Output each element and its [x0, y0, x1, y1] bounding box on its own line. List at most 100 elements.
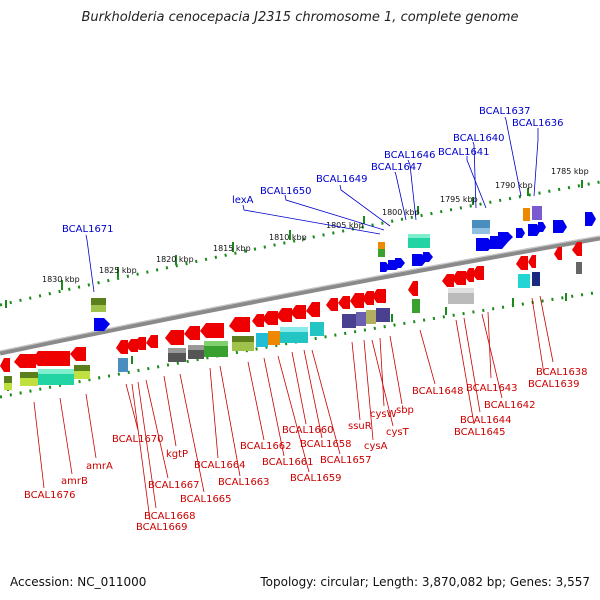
- gene-label-reverse: BCAL1644: [460, 415, 512, 426]
- gene-label-forward: BCAL1636: [512, 118, 564, 129]
- kbp-scale-labels: 1785 kbp 1790 kbp 1795 kbp 1800 kbp 1805…: [42, 167, 589, 284]
- gene-arrow-reverse: [326, 298, 338, 311]
- gene-label-reverse: kgtP: [166, 449, 188, 460]
- gene-arrow-reverse: [554, 247, 562, 260]
- forward-feature-boxes: [91, 206, 542, 312]
- forward-labels: BCAL1637 BCAL1636 BCAL1640 BCAL1641 BCAL…: [62, 106, 564, 235]
- gene-label-forward: BCAL1649: [316, 174, 368, 185]
- gene-label-reverse: BCAL1669: [136, 522, 188, 533]
- kbp-label: 1805 kbp: [326, 221, 364, 230]
- gene-arrow-reverse: [572, 242, 582, 256]
- gene-label-reverse: BCAL1664: [194, 460, 246, 471]
- gene-label-reverse: amrB: [61, 476, 88, 487]
- gene-arrow-reverse: [165, 330, 184, 345]
- gene-label-reverse: amrA: [86, 461, 113, 472]
- gene-arrow-forward: [585, 212, 596, 226]
- kbp-label: 1785 kbp: [551, 167, 589, 176]
- gene-label-reverse: cysT: [386, 427, 410, 438]
- chromosome-backbone: [0, 235, 600, 356]
- gene-arrow-reverse: [306, 302, 320, 317]
- gene-label-reverse: BCAL1661: [262, 457, 314, 468]
- gene-label-reverse: BCAL1657: [320, 455, 372, 466]
- gene-arrow-reverse: [0, 358, 10, 372]
- forward-strand-genes: [94, 212, 596, 331]
- gene-arrow-reverse: [14, 354, 36, 368]
- gene-arrow-reverse: [32, 351, 70, 366]
- gene-label-reverse: BCAL1659: [290, 473, 342, 484]
- gene-label-reverse: sbp: [396, 405, 414, 416]
- gene-arrow-reverse: [184, 326, 200, 340]
- kbp-label: 1815 kbp: [213, 244, 251, 253]
- reverse-labels: BCAL1638 BCAL1639 BCAL1643 BCAL1642 BCAL…: [24, 367, 588, 533]
- gene-label-reverse: BCAL1665: [180, 494, 232, 505]
- gene-label-reverse: BCAL1645: [454, 427, 506, 438]
- gene-arrow-reverse: [126, 339, 138, 352]
- outer-tick-ring: [0, 180, 600, 307]
- gene-label-forward: BCAL1650: [260, 186, 312, 197]
- kbp-label: 1825 kbp: [99, 266, 137, 275]
- kbp-label: 1790 kbp: [495, 181, 533, 190]
- forward-label-leaders: [85, 116, 539, 293]
- kbp-label: 1830 kbp: [42, 275, 80, 284]
- gene-arrow-forward: [380, 262, 390, 272]
- gene-arrow-reverse: [262, 311, 278, 325]
- gene-arrow-reverse: [408, 281, 418, 296]
- gene-arrow-forward: [553, 220, 567, 233]
- accession-label: Accession: NC_011000: [10, 575, 147, 589]
- major-ticks: [5, 180, 583, 391]
- genome-summary: Topology: circular; Length: 3,870,082 bp…: [260, 575, 590, 589]
- gene-label-forward: BCAL1637: [479, 106, 531, 117]
- gene-arrow-reverse: [464, 268, 474, 282]
- gene-arrow-forward: [395, 258, 405, 268]
- gene-arrow-reverse: [362, 291, 374, 305]
- reverse-label-leaders: [33, 295, 554, 521]
- gene-arrow-reverse: [472, 266, 484, 280]
- reverse-strand-genes: [0, 242, 582, 372]
- gene-label-reverse: ssuR: [348, 421, 372, 432]
- gene-label-reverse: cysW: [370, 409, 397, 420]
- gene-arrow-forward: [423, 252, 433, 262]
- gene-arrow-forward: [516, 228, 525, 238]
- reverse-feature-boxes: [4, 262, 582, 390]
- gene-label-forward: BCAL1646: [384, 150, 436, 161]
- gene-label-reverse: BCAL1663: [218, 477, 270, 488]
- gene-label-forward: BCAL1641: [438, 147, 490, 158]
- gene-arrow-reverse: [372, 289, 386, 303]
- gene-label-reverse: BCAL1638: [536, 367, 588, 378]
- gene-arrow-reverse: [116, 340, 128, 354]
- gene-label-reverse: BCAL1668: [144, 511, 196, 522]
- gene-label-reverse: BCAL1639: [528, 379, 580, 390]
- gene-arrow-reverse: [252, 314, 264, 327]
- gene-arrow-forward: [476, 238, 494, 251]
- gene-arrow-reverse: [146, 335, 158, 348]
- gene-label-reverse: BCAL1670: [112, 434, 164, 445]
- gene-label-reverse: BCAL1642: [484, 400, 536, 411]
- gene-arrow-forward: [538, 222, 546, 232]
- gene-arrow-reverse: [276, 308, 292, 322]
- figure-title: Burkholderia cenocepacia J2315 chromosom…: [81, 10, 519, 25]
- gene-label-forward: BCAL1671: [62, 224, 114, 235]
- kbp-label: 1800 kbp: [382, 208, 420, 217]
- gene-arrow-reverse: [442, 274, 454, 287]
- gene-label-reverse: cysA: [364, 441, 388, 452]
- gene-label-reverse: BCAL1660: [282, 425, 334, 436]
- gene-label-reverse: BCAL1643: [466, 383, 518, 394]
- gene-arrow-reverse: [528, 255, 536, 268]
- gene-arrow-reverse: [200, 323, 224, 338]
- gene-arrow-reverse: [229, 317, 250, 332]
- kbp-label: 1795 kbp: [440, 195, 478, 204]
- gene-label-reverse: BCAL1676: [24, 490, 76, 501]
- gene-arrow-forward: [94, 318, 110, 331]
- gene-arrow-reverse: [516, 256, 528, 270]
- gene-label-reverse: BCAL1658: [300, 439, 352, 450]
- gene-arrow-reverse: [290, 305, 306, 319]
- gene-arrow-reverse: [452, 271, 466, 285]
- gene-label-forward: BCAL1640: [453, 133, 505, 144]
- gene-label-forward: BCAL1647: [371, 162, 423, 173]
- gene-arrow-forward: [528, 224, 541, 236]
- gene-label-forward: lexA: [232, 195, 254, 206]
- gene-arrow-forward: [498, 232, 513, 242]
- gene-arrow-reverse: [338, 296, 350, 309]
